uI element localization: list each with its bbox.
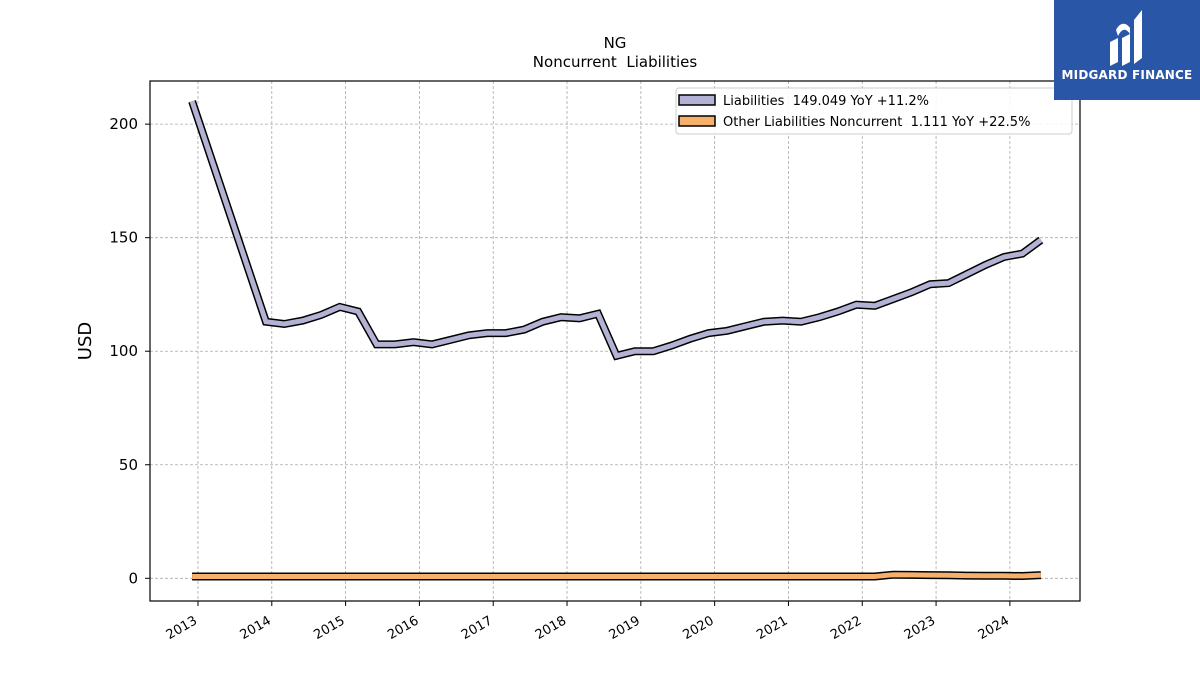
series-line-other-liabilities <box>192 572 1042 579</box>
legend-swatch-other-liabilities <box>678 115 716 127</box>
midgard-finance-logo: MIDGARD FINANCE <box>1054 0 1200 100</box>
y-tick-label: 50 <box>119 456 138 474</box>
logo-mark-icon <box>1110 10 1142 66</box>
chart-subtitle: Noncurrent Liabilities <box>533 53 698 71</box>
x-tick-label: 2018 <box>533 613 569 643</box>
y-tick-label: 150 <box>109 229 138 247</box>
x-axis: 2013 2014 2015 2016 2017 2018 2019 2020 2021 2022… <box>164 601 1012 643</box>
x-tick-label: 2016 <box>385 613 421 643</box>
x-tick-label: 2017 <box>459 613 495 643</box>
x-tick-label: 2023 <box>902 613 938 643</box>
y-axis-label: USD <box>75 322 96 360</box>
grid-lines <box>150 81 1080 601</box>
x-tick-label: 2015 <box>311 613 347 643</box>
legend: Liabilities 149.049 YoY +11.2% Other Lia… <box>675 87 1073 135</box>
x-tick-label: 2021 <box>754 613 790 643</box>
y-tick-label: 0 <box>128 569 138 587</box>
series-layer <box>188 100 1044 581</box>
y-axis: 0 50 100 150 200 <box>109 115 150 587</box>
logo-text: MIDGARD FINANCE <box>1061 68 1193 82</box>
series-line-liabilities <box>189 100 1043 359</box>
x-tick-label: 2020 <box>680 613 716 643</box>
legend-label-liabilities: Liabilities 149.049 YoY +11.2% <box>723 94 929 109</box>
y-tick-label: 200 <box>109 115 138 133</box>
x-tick-label: 2019 <box>607 613 643 643</box>
x-tick-label: 2014 <box>238 613 274 643</box>
plot-frame <box>149 80 1081 602</box>
x-tick-label: 2024 <box>976 613 1012 643</box>
chart-title: NG <box>604 34 627 52</box>
legend-box <box>675 87 1073 135</box>
legend-swatch-liabilities <box>678 94 716 106</box>
legend-label-other-liabilities: Other Liabilities Noncurrent 1.111 YoY +… <box>723 115 1030 130</box>
x-tick-label: 2022 <box>828 613 864 643</box>
y-tick-label: 100 <box>109 342 138 360</box>
x-tick-label: 2013 <box>164 613 200 643</box>
